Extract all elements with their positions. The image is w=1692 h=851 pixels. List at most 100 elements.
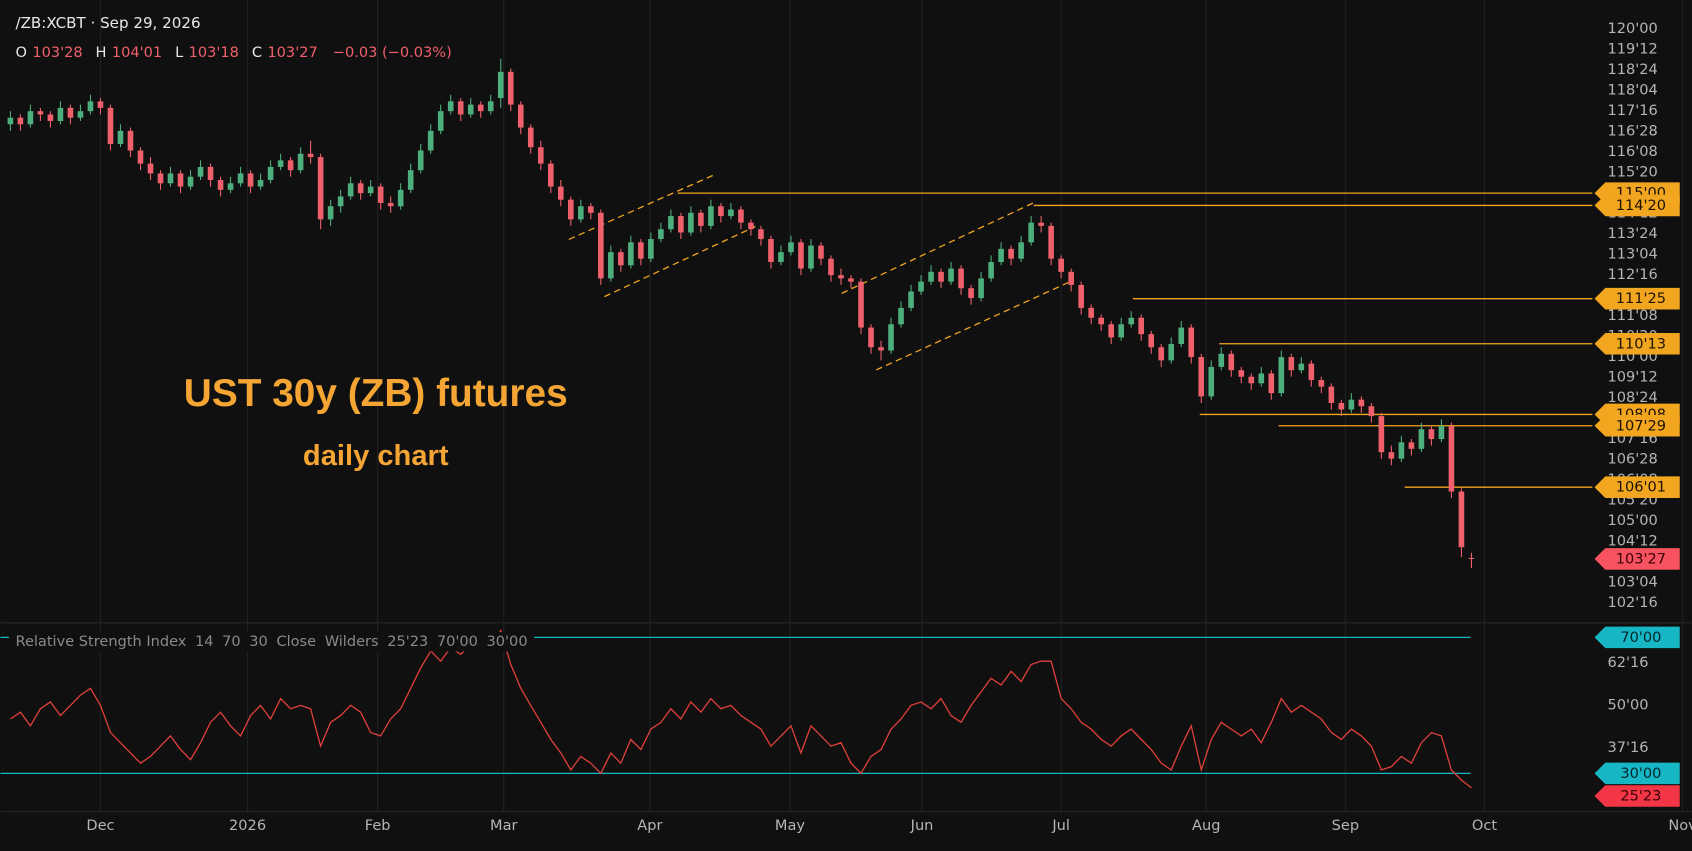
- ohlc-key: O: [15, 44, 26, 61]
- candle-body: [1208, 366, 1215, 397]
- y-tick-label: 50'00: [1607, 696, 1648, 713]
- rsi-level: 30'00: [487, 633, 528, 650]
- candle-body: [427, 130, 434, 151]
- x-tick-label: Nov: [1668, 817, 1692, 834]
- candle-body: [277, 160, 284, 167]
- candle-body: [467, 104, 474, 115]
- y-tick-label: 113'04: [1607, 246, 1657, 263]
- candle-body: [1258, 373, 1265, 384]
- candle-body: [487, 101, 494, 112]
- y-tick-label: 37'16: [1607, 739, 1648, 756]
- candle-body: [768, 239, 774, 262]
- candle-body: [1128, 317, 1135, 325]
- candle-body: [898, 307, 904, 325]
- candle-body: [808, 245, 814, 269]
- candle-body: [1408, 442, 1415, 449]
- grid: [0, 0, 1684, 812]
- candle-body: [1268, 373, 1275, 394]
- candle-body: [437, 111, 444, 131]
- candle-body: [1148, 334, 1155, 348]
- candle-body: [37, 111, 44, 115]
- candle-body: [1058, 258, 1064, 272]
- y-tick-label: 62'16: [1607, 654, 1648, 671]
- y-tick-label: 102'16: [1607, 594, 1657, 611]
- candle-body: [1028, 222, 1034, 243]
- candle-body: [1338, 402, 1345, 410]
- candle-body: [678, 216, 684, 233]
- price-label: 25'23: [1620, 788, 1661, 805]
- rsi-param: Wilders: [325, 633, 379, 650]
- candle-body: [67, 107, 74, 118]
- candle-body: [417, 150, 424, 171]
- candle-body: [1448, 425, 1455, 492]
- candle-body: [578, 206, 584, 220]
- x-tick-label: Feb: [365, 817, 391, 834]
- candle-body: [107, 107, 114, 144]
- candle-body: [1098, 317, 1104, 325]
- candle-body: [327, 206, 334, 220]
- candle-body: [167, 173, 174, 184]
- candle-body: [147, 163, 154, 174]
- rsi-param: 30: [249, 633, 268, 650]
- ohlc-value: 103'18: [189, 44, 239, 61]
- candle-body: [557, 186, 564, 200]
- candle-body: [47, 114, 54, 121]
- rsi-value: 25'23: [387, 633, 428, 650]
- plot: [7, 58, 1593, 789]
- candle-body: [858, 281, 864, 328]
- candle-body: [187, 176, 194, 187]
- candle-body: [1368, 406, 1375, 417]
- y-tick-label: 105'00: [1607, 512, 1657, 529]
- ohlc-key: H: [96, 44, 107, 61]
- candle-body: [457, 101, 464, 115]
- candle-body: [397, 189, 404, 207]
- candle-body: [668, 216, 674, 230]
- price-label: 30'00: [1620, 765, 1661, 782]
- candle-body: [97, 101, 104, 108]
- x-tick-label: Sep: [1332, 817, 1359, 834]
- candle-body: [527, 127, 534, 148]
- annotation-title: UST 30y (ZB) futures: [184, 372, 568, 415]
- candle-body: [287, 160, 294, 171]
- candle-body: [1358, 399, 1365, 407]
- candle-body: [257, 180, 264, 187]
- rsi-legend-text: Relative Strength Index 14 70 30 Close Wilder…: [15, 633, 527, 650]
- candle-body: [1108, 324, 1114, 338]
- candle-body: [1238, 370, 1245, 377]
- price-label: 107'29: [1616, 417, 1666, 434]
- candle-body: [1438, 425, 1445, 440]
- x-tick-label: Jul: [1051, 817, 1070, 834]
- candle-body: [407, 170, 414, 190]
- x-tick-label: Oct: [1472, 817, 1497, 834]
- candle-body: [7, 117, 14, 125]
- candle-body: [1318, 380, 1325, 387]
- candle-body: [1298, 363, 1305, 371]
- candle-body: [197, 166, 204, 177]
- candle-body: [497, 71, 504, 99]
- candle-body: [207, 166, 214, 181]
- candle-body: [628, 242, 634, 266]
- candle-body: [1468, 557, 1475, 559]
- candle-body: [1118, 324, 1125, 338]
- y-tick-label: 118'24: [1607, 61, 1657, 78]
- x-tick-label: May: [775, 817, 805, 834]
- legend-bg: [9, 632, 535, 652]
- candle-body: [87, 101, 94, 112]
- candle-body: [798, 242, 804, 269]
- candle-body: [1018, 242, 1024, 259]
- x-tick-label: Jun: [910, 817, 934, 834]
- price-label-box: [1594, 287, 1680, 310]
- candle-body: [1288, 357, 1295, 371]
- candle-body: [1048, 225, 1054, 259]
- y-tick-label: 104'12: [1607, 533, 1657, 550]
- axis-labels: Dec 2026 Feb Mar Apr May Jun Jul Aug Sep Oct Nov 120…: [9, 20, 1692, 834]
- candle-body: [1088, 307, 1094, 318]
- ohlc-value: 103'28: [32, 44, 82, 61]
- candle-body: [347, 183, 354, 197]
- candle-body: [547, 163, 554, 187]
- candle-body: [698, 212, 704, 226]
- price-label: 114'20: [1616, 197, 1666, 214]
- candle-body: [1138, 317, 1145, 335]
- candle-body: [567, 199, 574, 220]
- candle-body: [1218, 353, 1225, 367]
